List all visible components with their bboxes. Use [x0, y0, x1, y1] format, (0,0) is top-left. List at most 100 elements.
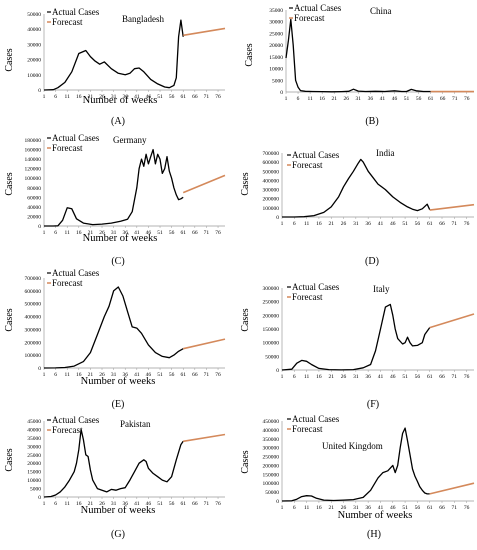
x-tick-label: 11: [65, 230, 71, 236]
x-tick-label: 56: [169, 501, 175, 507]
x-tick-label: 16: [76, 372, 82, 378]
panel-title: Germany: [113, 135, 147, 145]
x-tick-label: 36: [122, 501, 128, 507]
x-tick-label: 41: [134, 372, 140, 378]
legend-actual-label: Actual Cases: [52, 133, 100, 143]
x-tick-label: 76: [464, 96, 470, 102]
y-tick-label: 0: [38, 88, 41, 94]
x-tick-label: 46: [392, 96, 398, 102]
y-tick-label: 600000: [25, 289, 42, 295]
x-axis-label: Number of weeks: [83, 95, 158, 106]
x-tick-label: 26: [341, 221, 347, 227]
x-tick-label: 41: [134, 94, 140, 100]
x-tick-label: 66: [439, 221, 445, 227]
x-tick-label: 26: [341, 374, 347, 380]
y-axis-label: Cases: [240, 308, 251, 331]
y-tick-label: 400000: [25, 315, 42, 321]
x-tick-label: 16: [76, 230, 82, 236]
legend-actual-label: Actual Cases: [52, 268, 100, 278]
y-tick-label: 250000: [263, 300, 280, 306]
y-tick-label: 100000: [263, 341, 280, 347]
x-tick-label: 51: [402, 221, 408, 227]
y-tick-label: 100000: [25, 176, 42, 182]
legend-actual-label: Actual Cases: [52, 415, 100, 425]
y-tick-label: 10000: [27, 478, 41, 484]
x-tick-label: 61: [427, 221, 433, 227]
x-axis-label: Number of weeks: [81, 505, 156, 516]
y-tick-label: 45000: [27, 419, 41, 425]
y-tick-label: 150000: [263, 327, 280, 333]
y-tick-label: 700000: [263, 151, 280, 157]
y-tick-label: 5000: [30, 487, 41, 493]
x-axis-label: Number of weeks: [83, 233, 158, 244]
actual-cases-line: [281, 303, 431, 371]
legend-forecast-label: Forecast: [292, 292, 323, 302]
chart-panel-5: 0 100000 200000 300000 400000 500000 600000 700…: [4, 268, 226, 410]
x-tick-label: 31: [353, 221, 359, 227]
y-tick-label: 0: [276, 215, 279, 221]
y-tick-label: 40000: [27, 27, 41, 33]
panel-letter: (D): [365, 256, 379, 267]
x-tick-label: 26: [344, 96, 350, 102]
x-tick-label: 31: [111, 372, 117, 378]
y-tick-label: 25000: [27, 453, 41, 459]
y-tick-label: 60000: [27, 195, 41, 201]
x-tick-label: 6: [293, 374, 296, 380]
x-tick-label: 6: [293, 221, 296, 227]
x-tick-label: 21: [328, 505, 334, 511]
y-tick-label: 300000: [25, 327, 42, 333]
x-tick-label: 61: [180, 230, 186, 236]
y-tick-label: 30000: [27, 444, 41, 450]
legend-actual-label: Actual Cases: [294, 3, 342, 13]
x-tick-label: 16: [319, 96, 325, 102]
x-tick-label: 36: [122, 94, 128, 100]
x-tick-label: 61: [427, 374, 433, 380]
x-tick-label: 71: [452, 374, 458, 380]
panel-title: Bangladesh: [122, 14, 164, 24]
y-tick-label: 140000: [25, 157, 42, 163]
y-tick-label: 25000: [269, 31, 283, 37]
x-tick-label: 61: [427, 505, 433, 511]
x-tick-label: 21: [88, 230, 94, 236]
x-tick-label: 56: [416, 96, 422, 102]
x-tick-label: 21: [328, 221, 334, 227]
x-tick-label: 41: [134, 501, 140, 507]
x-tick-label: 46: [146, 501, 152, 507]
y-tick-label: 200000: [25, 340, 42, 346]
x-tick-label: 26: [99, 372, 105, 378]
panel-letter: (H): [367, 529, 381, 540]
legend-forecast-label: Forecast: [294, 13, 325, 23]
x-tick-label: 76: [215, 94, 221, 100]
x-tick-label: 26: [99, 94, 105, 100]
y-tick-label: 20000: [27, 214, 41, 220]
x-tick-label: 61: [428, 96, 434, 102]
x-tick-label: 1: [43, 230, 46, 236]
y-tick-label: 0: [38, 366, 41, 372]
actual-cases-line: [43, 286, 184, 369]
legend-forecast-label: Forecast: [52, 17, 83, 27]
actual-cases-line: [281, 427, 430, 502]
x-tick-label: 16: [76, 501, 82, 507]
y-tick-label: 200000: [263, 463, 280, 469]
x-tick-label: 36: [122, 230, 128, 236]
x-tick-label: 66: [439, 374, 445, 380]
y-tick-label: 15000: [27, 470, 41, 476]
x-tick-label: 41: [378, 374, 384, 380]
x-tick-label: 6: [54, 501, 57, 507]
chart-panel-8: 0 50000 100000 150000 200000 250000 300000 3500…: [240, 414, 475, 540]
x-tick-label: 66: [192, 94, 198, 100]
panel-title: China: [370, 6, 392, 16]
y-tick-label: 300000: [263, 446, 280, 452]
legend-actual-label: Actual Cases: [292, 282, 340, 292]
y-tick-label: 150000: [263, 472, 280, 478]
x-tick-label: 46: [390, 505, 396, 511]
x-tick-label: 41: [134, 230, 140, 236]
panel-title: Pakistan: [120, 419, 151, 429]
y-axis-label: Cases: [240, 450, 251, 473]
x-tick-label: 31: [111, 501, 117, 507]
x-tick-label: 46: [146, 230, 152, 236]
x-tick-label: 71: [452, 221, 458, 227]
x-tick-label: 66: [192, 372, 198, 378]
x-tick-label: 21: [88, 372, 94, 378]
x-tick-label: 71: [204, 501, 210, 507]
